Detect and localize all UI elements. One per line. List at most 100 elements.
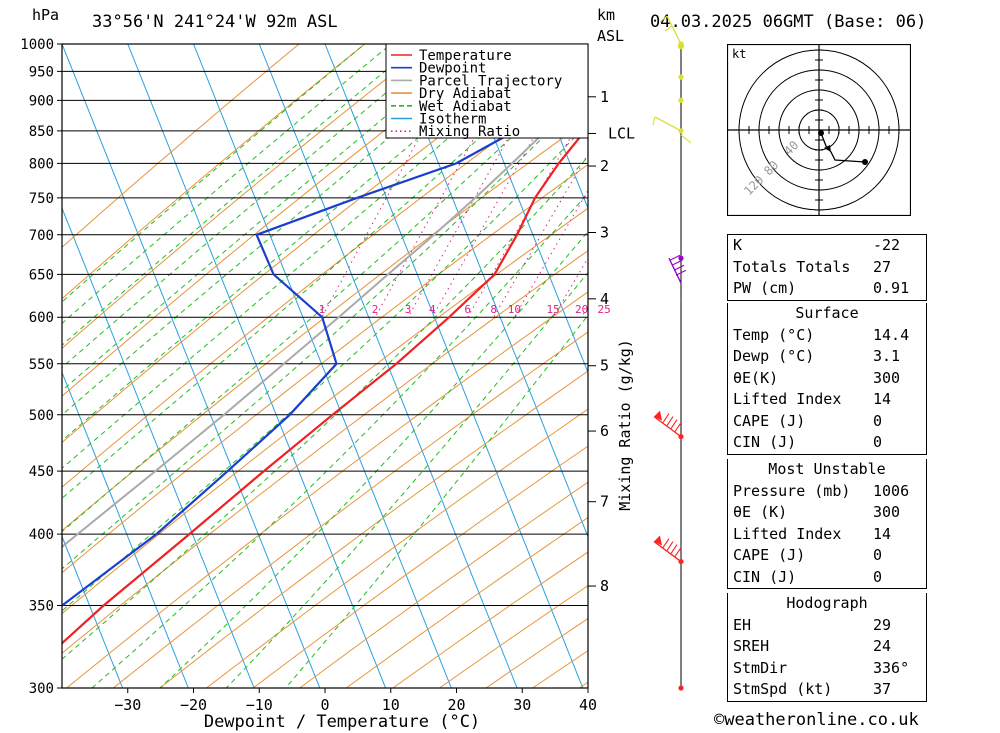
temperature-tick-label: −20	[180, 696, 207, 714]
row-eh: EH 29	[733, 615, 892, 634]
temperature-tick-label: 10	[382, 696, 400, 714]
isotherm-line	[324, 44, 584, 688]
mixing-ratio-label: 15	[546, 303, 559, 316]
isotherm-line	[258, 44, 518, 688]
credit-link[interactable]: ©weatheronline.co.uk	[714, 710, 919, 730]
temperature-line	[62, 126, 588, 645]
pressure-tick-label: 600	[29, 310, 54, 326]
hodograph: kt 40 80 120	[727, 44, 911, 216]
pressure-tick-label: 350	[29, 599, 54, 615]
wind-barb-dot	[678, 74, 684, 80]
wind-barb-feather	[674, 422, 682, 432]
row-lifted-index: Lifted Index 14	[733, 524, 892, 543]
dry-adiabat-line	[62, 44, 300, 248]
mixing-ratio-label: 25	[597, 303, 610, 316]
mixing-ratio-labels: 1 2 3 4 6 8 10 15 20 25	[319, 303, 611, 316]
profile-lines	[62, 53, 588, 645]
dry-adiabat-line	[159, 370, 588, 688]
row-theta-e: θE (K) 300	[733, 503, 901, 521]
row-temp: Temp (°C) 14.4	[733, 325, 910, 344]
pressure-tick-label: 700	[29, 228, 54, 244]
wind-barb-feather	[669, 254, 681, 261]
pressure-tick-label: 800	[29, 156, 54, 172]
wind-barb-flag	[654, 535, 662, 546]
temperature-tick-label: 40	[579, 696, 597, 714]
row-cin: CIN (J) 0	[733, 567, 883, 586]
hodograph-arrow	[824, 145, 831, 152]
pressure-tick-label: 1000	[20, 37, 54, 53]
row-k: K -22	[733, 236, 901, 254]
wind-barb-flag	[654, 410, 662, 421]
wind-barb-feather	[659, 15, 668, 23]
mixing-ratio-label: 2	[372, 303, 379, 316]
row-stmspd: StmSpd (kt) 37	[733, 680, 892, 698]
wind-barb-shaft	[653, 541, 682, 563]
mixing-ratio-label: 1	[319, 303, 326, 316]
mixing-ratio-label: 6	[464, 303, 471, 316]
hodograph-unit: kt	[732, 47, 746, 61]
dry-adiabat-line	[252, 445, 588, 688]
mixing-ratio-line	[581, 305, 588, 318]
wind-barb-dot	[678, 255, 684, 261]
hodograph-end-dot	[862, 159, 868, 165]
most-unstable-table: Most Unstable Pressure (mb) 1006 θE (K) 30…	[727, 459, 927, 589]
height-tick-label: 7	[600, 493, 609, 511]
pressure-axis: 300 350 400 450 500 550 600 650 700 750 800 850 900 9…	[20, 37, 54, 697]
wind-barb	[668, 254, 687, 284]
temperature-tick-label: 0	[320, 696, 329, 714]
dry-adiabat-line	[205, 408, 588, 688]
isotherm-line	[62, 535, 124, 688]
wind-barb-column	[652, 15, 692, 691]
legend-label: Temperature	[419, 48, 512, 64]
asl-unit-label: ASL	[597, 27, 625, 45]
mixing-ratio-axis-title: Mixing Ratio (g/kg)	[616, 339, 634, 511]
row-stmdir: StmDir 336°	[733, 658, 910, 677]
wind-barb-feather	[652, 116, 656, 126]
wind-barb	[652, 116, 692, 144]
wind-barb-shaft	[668, 257, 682, 284]
dry-adiabat-line	[62, 163, 588, 574]
temperature-tick-label: 30	[513, 696, 531, 714]
location-title: 33°56'N 241°24'W 92m ASL	[92, 12, 338, 32]
wind-barb	[678, 685, 684, 691]
isotherm-line	[62, 206, 255, 688]
wind-barb	[653, 535, 684, 565]
row-theta-e: θE(K) 300	[733, 368, 901, 387]
wind-barb-feather	[664, 25, 673, 32]
wind-barb-feather	[662, 538, 670, 548]
wind-barb-feather	[671, 259, 683, 266]
mixing-ratio-label: 20	[575, 303, 588, 316]
dry-adiabat-line	[62, 207, 588, 615]
surface-title: Surface	[795, 304, 859, 322]
wet-adiabat-line	[225, 271, 588, 688]
wind-barb-dot	[678, 685, 684, 691]
legend-label: Parcel Trajectory	[419, 73, 562, 89]
row-pressure: Pressure (mb) 1006	[733, 481, 910, 500]
row-lifted-index: Lifted Index 14	[733, 390, 892, 408]
legend-label: Isotherm	[419, 112, 486, 128]
row-pw: PW (cm) 0.91	[733, 279, 910, 297]
wet-adiabat-line	[62, 122, 588, 612]
plot-frame	[61, 43, 589, 689]
mixing-ratio-label: 3	[405, 303, 412, 316]
mixing-ratio-line	[374, 44, 527, 318]
pressure-tick-label: 650	[29, 267, 54, 283]
pressure-tick-label: 950	[29, 64, 54, 80]
temperature-tick-label: 20	[447, 696, 465, 714]
legend-label: Dewpoint	[419, 61, 486, 77]
height-axis: 1 2 3 4 5 6 7 8 LCL	[588, 88, 635, 595]
legend-label: Dry Adiabat	[419, 86, 512, 102]
hodograph-start-dot	[818, 130, 824, 136]
height-tick-label: 4	[600, 290, 609, 308]
datetime-title: 04.03.2025 06GMT (Base: 06)	[650, 12, 927, 32]
wind-barb-feather	[674, 547, 682, 557]
row-sreh: SREH 24	[733, 637, 892, 655]
height-tick-label: 5	[600, 357, 609, 375]
wind-barb-shaft	[680, 134, 692, 144]
row-dewp: Dewp (°C) 3.1	[733, 347, 901, 365]
temperature-axis: −30 −20 −10 0 10 20 30 40	[114, 688, 597, 714]
row-totals-totals: Totals Totals 27	[733, 257, 892, 276]
pressure-tick-label: 900	[29, 93, 54, 109]
